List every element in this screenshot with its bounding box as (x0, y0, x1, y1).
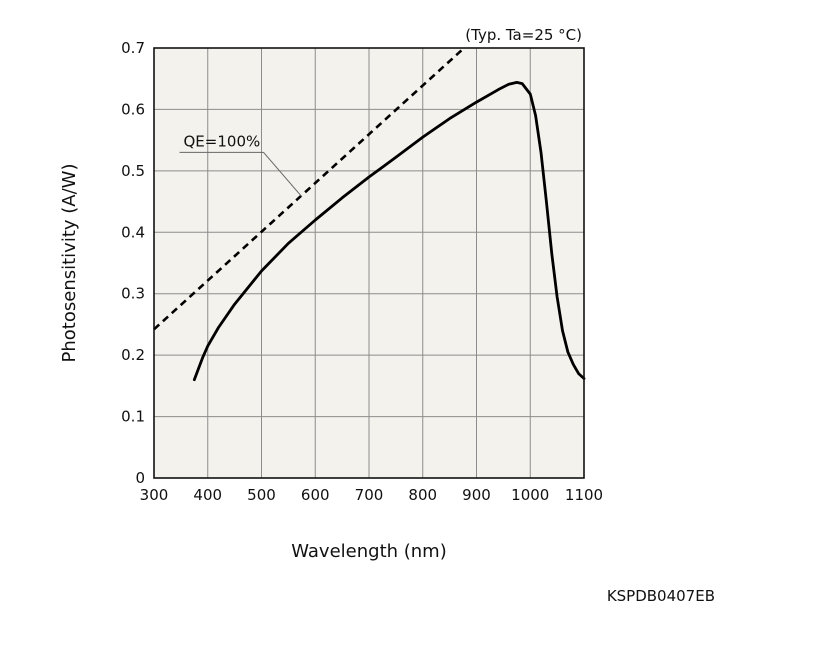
qe-annotation-label: QE=100% (184, 132, 261, 150)
x-tick-labels: 300 400 500 600 700 800 900 1000 1100 (140, 486, 603, 504)
x-tick-label: 1100 (565, 486, 603, 504)
x-tick-label: 900 (462, 486, 491, 504)
y-tick-label: 0.1 (121, 408, 145, 426)
x-tick-label: 500 (247, 486, 276, 504)
y-tick-labels: 0 0.1 0.2 0.3 0.4 0.5 0.6 0.7 (121, 39, 145, 487)
y-tick-label: 0.2 (121, 346, 145, 364)
qe-100-dashed-line (153, 47, 465, 331)
y-tick-label: 0.3 (121, 285, 145, 303)
x-tick-label: 1000 (511, 486, 549, 504)
y-tick-label: 0.6 (121, 100, 145, 118)
x-tick-label: 400 (193, 486, 222, 504)
series-layer (153, 47, 586, 382)
y-axis-label: Photosensitivity (A/W) (59, 164, 80, 363)
y-tick-label: 0 (135, 469, 145, 487)
plot-frame (153, 47, 585, 479)
x-axis-label: Wavelength (nm) (291, 541, 447, 562)
annotations: QE=100% (179, 132, 303, 197)
x-tick-label: 700 (355, 486, 384, 504)
y-tick-label: 0.5 (121, 162, 145, 180)
figure-code: KSPDB0407EB (607, 587, 715, 605)
grid (154, 48, 584, 478)
y-tick-label: 0.7 (121, 39, 145, 57)
x-tick-label: 600 (301, 486, 330, 504)
y-tick-label: 0.4 (121, 223, 145, 241)
photosensitivity-curve (192, 81, 586, 382)
condition-note: (Typ. Ta=25 °C) (465, 26, 582, 44)
x-tick-label: 300 (140, 486, 169, 504)
x-tick-label: 800 (408, 486, 437, 504)
qe-pointer-line (263, 152, 303, 197)
